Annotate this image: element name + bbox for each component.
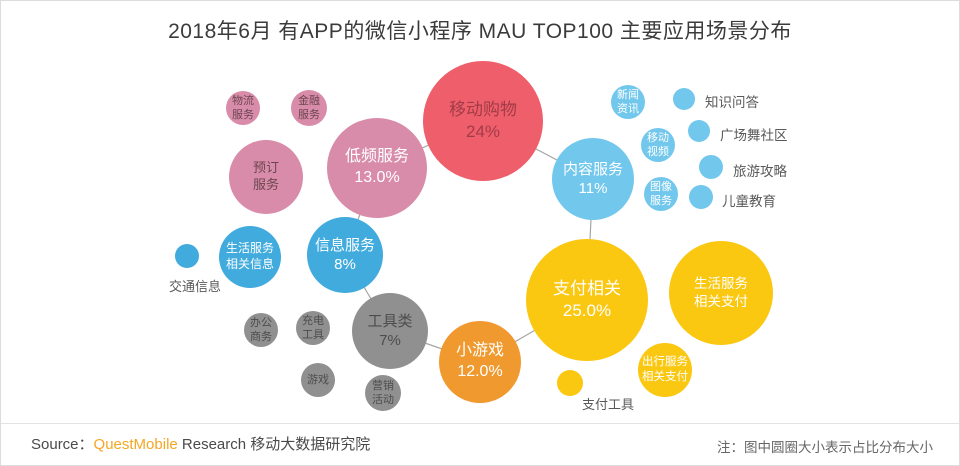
bubble-label-line: 信息服务 [314, 236, 375, 254]
bubble-mobile-video: 移动 视频 [641, 128, 675, 162]
bubble-label-line: 物流 [232, 94, 254, 107]
bubble-mini-games: 小游戏 12.0% [439, 321, 521, 403]
bubble-label-line: 服务 [298, 109, 320, 121]
label-payment-tools: 支付工具 [582, 397, 635, 412]
bubble-label-line: 预订 [252, 160, 279, 176]
bubble-travel-service-payment: 出行服务 相关支付 [638, 343, 692, 397]
bubble-label-line: 服务 [232, 109, 254, 121]
bubble-news-info: 新闻 资讯 [611, 85, 645, 119]
bubble-label-line: 出行服务 [642, 356, 688, 369]
note-text: 注：图中圆圈大小表示占比分布大小 [717, 440, 933, 455]
bubble-label-line: 充电 [302, 314, 324, 327]
label-traffic-info: 交通信息 [169, 279, 222, 294]
bubble-traffic-info [175, 244, 199, 268]
bubble-label-line: 支付相关 [553, 278, 621, 298]
label-children-education: 儿童教育 [722, 194, 776, 209]
bubble-label-line: 工具类 [367, 312, 413, 330]
bubble-image-service: 图像 服务 [644, 177, 678, 211]
bubble-games: 游戏 [301, 363, 335, 397]
bubble-life-service-payment: 生活服务 相关支付 [669, 241, 773, 345]
bubble-label-line: 视频 [647, 146, 669, 158]
bubble-label-line: 25.0% [562, 301, 612, 320]
label-knowledge-qa: 知识问答 [705, 95, 759, 110]
bubble-label-line: 活动 [372, 394, 394, 406]
bubble-label-line: 相关支付 [694, 294, 748, 309]
bubble-payment-tools [557, 370, 583, 396]
footer-divider [1, 423, 959, 424]
bubble-tools: 工具类 7% [352, 293, 428, 369]
bubble-label-line: 相关信息 [225, 257, 274, 271]
bubble-marketing-activity: 营销 活动 [365, 375, 401, 411]
source-brand: QuestMobile [93, 436, 178, 453]
bubble-label-line: 低频服务 [344, 148, 409, 166]
bubble-payment-related: 支付相关 25.0% [526, 239, 648, 361]
bubble-information-service: 信息服务 8% [307, 217, 383, 293]
bubble-label-line: 8% [334, 256, 356, 273]
bubble-children-education [689, 185, 713, 209]
bubble-label-line: 小游戏 [455, 342, 504, 360]
bubble-label-line: 资讯 [617, 103, 639, 115]
bubble-label-line: 金融 [298, 94, 320, 107]
bubble-label-line: 相关支付 [642, 371, 688, 383]
bubble-booking-service: 预订 服务 [229, 140, 303, 214]
bubble-label-line: 移动 [647, 131, 669, 144]
bubble-label-line: 新闻 [617, 88, 639, 101]
bubble-finance-service: 金融 服务 [291, 90, 327, 126]
bubble-label-line: 服务 [650, 195, 672, 207]
bubble-square-dance-community [688, 120, 710, 142]
bubble-logistics-service: 物流 服务 [226, 91, 260, 125]
bubble-label-line: 服务 [252, 177, 279, 192]
bubble-low-frequency-service: 低频服务 13.0% [327, 118, 427, 218]
bubble-life-service-info: 生活服务 相关信息 [219, 226, 281, 288]
bubble-label-line: 图像 [650, 180, 672, 193]
bubble-content-service: 内容服务 11% [552, 138, 634, 220]
bubble-label-line: 7% [379, 332, 401, 349]
bubble-label-line: 内容服务 [562, 160, 623, 178]
chart-title: 2018年6月 有APP的微信小程序 MAU TOP100 主要应用场景分布 [168, 20, 792, 43]
bubble-charging-tools: 充电 工具 [296, 311, 330, 345]
bubble-label-line: 办公 [250, 316, 272, 329]
bubble-label-line: 24% [465, 122, 501, 141]
label-square-dance-community: 广场舞社区 [720, 128, 788, 143]
bubble-label-line: 生活服务 [694, 276, 748, 292]
bubble-label-line: 11% [578, 180, 608, 197]
label-travel-guide: 旅游攻略 [733, 164, 787, 179]
bubble-label-line: 生活服务 [225, 241, 274, 256]
source-line: Source：QuestMobile Research 移动大数据研究院 [31, 433, 370, 454]
bubble-label-line: 移动购物 [449, 99, 517, 119]
bubble-label-line: 12.0% [457, 363, 503, 380]
bubble-mobile-shopping: 移动购物 24% [423, 61, 543, 181]
bubble-label-line: 商务 [250, 331, 272, 343]
bubble-label-line: 工具 [302, 329, 324, 341]
bubble-label-line: 营销 [372, 379, 394, 392]
bubble-knowledge-qa [673, 88, 695, 110]
bubble-office-business: 办公 商务 [244, 313, 278, 347]
bubble-label-line: 游戏 [307, 373, 329, 386]
bubble-label-line: 13.0% [354, 169, 400, 186]
bubble-travel-guide [699, 155, 723, 179]
source-prefix: Source： [31, 436, 94, 453]
source-suffix: Research 移动大数据研究院 [177, 436, 371, 453]
